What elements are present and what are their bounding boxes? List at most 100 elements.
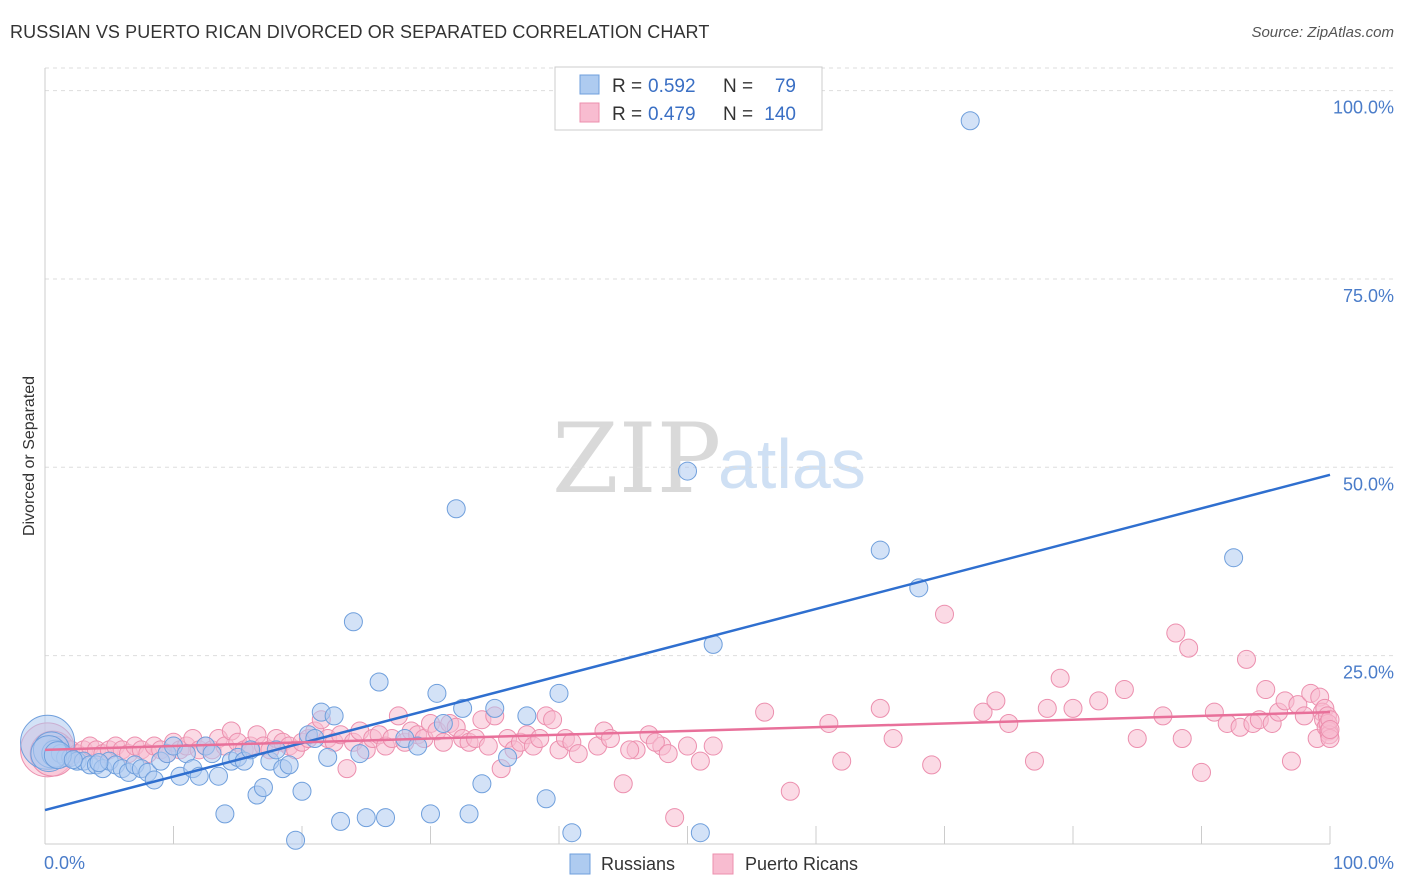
puerto-ricans-point [1256, 680, 1276, 700]
russians-point [517, 706, 537, 726]
russians-point [356, 808, 376, 828]
legend-n-label-russians: N = [723, 76, 753, 97]
x-tick-label-min: 0.0% [44, 853, 85, 873]
legend: R = 0.592 N = 79 R = 0.479 N = 140 [554, 66, 823, 131]
bottom-legend-swatch-puerto-ricans [712, 853, 734, 875]
puerto-ricans-point [478, 736, 498, 756]
puerto-ricans-point [568, 744, 588, 764]
russians-point [279, 755, 299, 775]
puerto-ricans-point [1114, 680, 1134, 700]
russians-point [446, 499, 466, 519]
russians-point [459, 804, 479, 824]
puerto-ricans-point [530, 729, 550, 749]
russians-point [690, 823, 710, 843]
puerto-ricans-point [690, 751, 710, 771]
russians-point [318, 747, 338, 767]
legend-r-label-puerto-ricans: R = [612, 104, 642, 125]
puerto-ricans-point [433, 732, 453, 752]
puerto-ricans-point [1063, 698, 1083, 718]
legend-swatch-russians [579, 74, 600, 95]
puerto-ricans-point [935, 604, 954, 624]
russians-point [350, 744, 370, 764]
y-tick-labels: 25.0% 50.0% 75.0% 100.0% [1333, 98, 1394, 683]
puerto-ricans-point [883, 729, 903, 749]
bottom-legend-label-russians: Russians [601, 854, 675, 874]
russians-point [292, 781, 312, 801]
puerto-ricans-trend-line [44, 710, 1331, 752]
y-tick-label: 100.0% [1333, 98, 1394, 118]
puerto-ricans-point [780, 781, 800, 801]
puerto-ricans-point [613, 774, 633, 794]
puerto-ricans-point [1236, 649, 1256, 669]
bottom-legend-swatch-russians [569, 853, 591, 875]
russians-point [433, 713, 453, 733]
puerto-ricans-point [543, 710, 563, 730]
legend-n-label-puerto-ricans: N = [723, 104, 753, 125]
puerto-ricans-point [1050, 668, 1070, 688]
bottom-legend-label-puerto-ricans: Puerto Ricans [745, 854, 858, 874]
legend-n-value-puerto-ricans: 140 [764, 104, 796, 125]
legend-r-label-russians: R = [612, 76, 642, 97]
russians-point [253, 777, 273, 797]
puerto-ricans-point [1192, 762, 1211, 782]
puerto-ricans-point [1024, 751, 1044, 771]
puerto-ricans-points [20, 604, 1340, 828]
russians-point [870, 540, 890, 560]
source-label: Source: ZipAtlas.com [1251, 24, 1394, 41]
russians-point [324, 706, 344, 726]
puerto-ricans-point [658, 744, 678, 764]
russians-point [286, 830, 306, 850]
russians-point [549, 683, 569, 703]
russians-point [63, 750, 83, 770]
russians-point [331, 811, 351, 831]
legend-n-value-russians: 79 [775, 76, 796, 97]
puerto-ricans-point [678, 736, 697, 756]
russians-point [472, 774, 492, 794]
legend-r-value-russians: 0.592 [648, 76, 696, 97]
russians-point [202, 744, 222, 764]
russians-point [678, 461, 697, 481]
puerto-ricans-point [999, 713, 1019, 733]
puerto-ricans-point [1172, 729, 1192, 749]
russians-point [427, 683, 447, 703]
russians-trend-line [44, 473, 1331, 812]
russians-point [408, 736, 428, 756]
puerto-ricans-point [337, 759, 357, 779]
russians-point [498, 747, 518, 767]
russians-point [376, 808, 396, 828]
puerto-ricans-point [1320, 719, 1340, 739]
puerto-ricans-point [1179, 638, 1199, 658]
puerto-ricans-point [620, 740, 640, 760]
russians-point [485, 698, 505, 718]
watermark-atlas: atlas [718, 425, 866, 503]
y-tick-label: 75.0% [1343, 286, 1394, 306]
bottom-legend: Russians Puerto Ricans [569, 853, 858, 875]
russians-point [1224, 548, 1244, 568]
puerto-ricans-point [1294, 706, 1314, 726]
puerto-ricans-point [832, 751, 852, 771]
grid-lines [45, 67, 1395, 657]
puerto-ricans-point [703, 736, 723, 756]
puerto-ricans-point [755, 702, 775, 722]
puerto-ricans-point [819, 713, 839, 733]
x-axis-ticks [44, 826, 1331, 844]
puerto-ricans-point [665, 808, 685, 828]
watermark-zip: ZIP [552, 403, 721, 515]
puerto-ricans-point [870, 698, 890, 718]
russians-point [536, 789, 556, 809]
russians-point [453, 698, 473, 718]
puerto-ricans-point [1127, 729, 1147, 749]
russians-point [343, 612, 363, 632]
russians-point [215, 804, 235, 824]
puerto-ricans-point [986, 691, 1006, 711]
puerto-ricans-point [1166, 623, 1186, 643]
puerto-ricans-point [645, 732, 665, 752]
russians-point [562, 823, 582, 843]
russians-point [960, 111, 980, 131]
legend-r-value-puerto-ricans: 0.479 [648, 104, 696, 125]
legend-swatch-puerto-ricans [579, 102, 600, 123]
chart-title: RUSSIAN VS PUERTO RICAN DIVORCED OR SEPA… [10, 22, 710, 42]
russians-point [369, 672, 389, 692]
x-tick-label-max: 100.0% [1333, 853, 1394, 873]
